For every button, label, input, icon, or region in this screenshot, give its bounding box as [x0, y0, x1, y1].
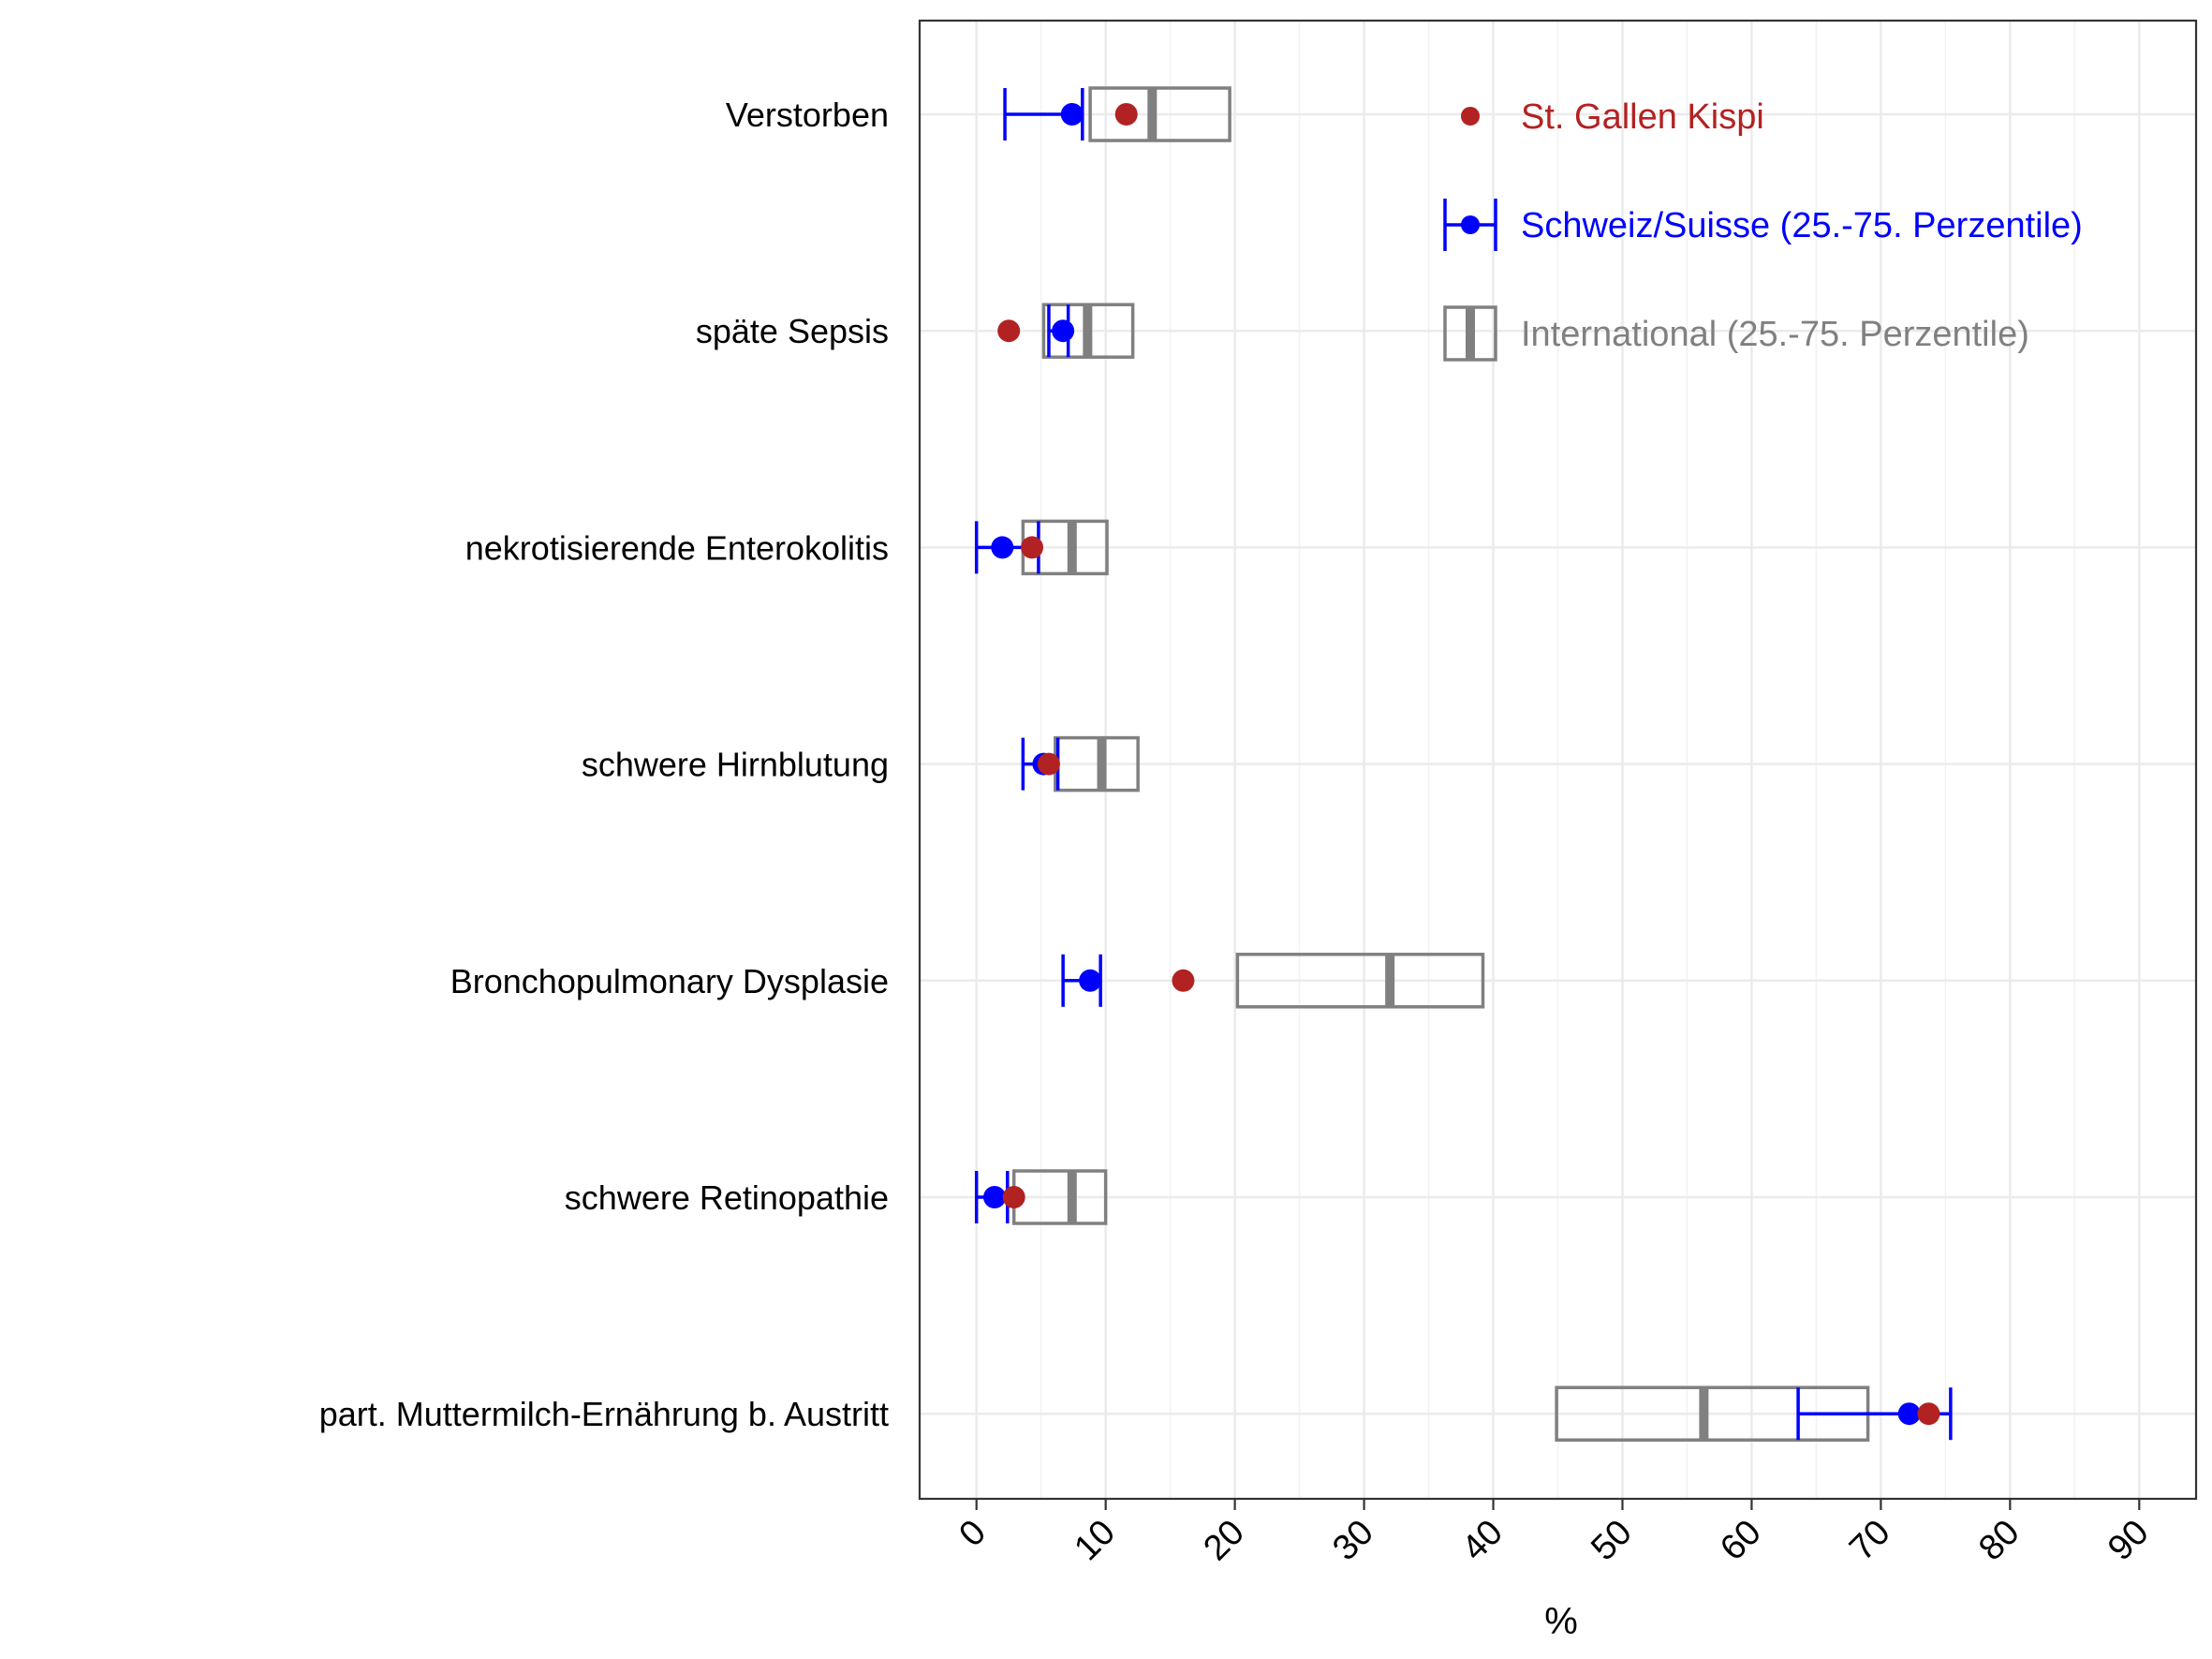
category-label: Bronchopulmonary Dysplasie: [450, 962, 889, 1000]
swiss-median-point: [1052, 319, 1075, 343]
swiss-median-point: [1060, 103, 1084, 126]
swiss-interval: [1047, 304, 1075, 358]
swiss-median-point: [1897, 1402, 1921, 1426]
x-tick-label: 90: [2101, 1513, 2157, 1569]
x-tick-label: 20: [1196, 1513, 1252, 1569]
y-axis-labels: Verstorben späte Sepsis nekrotisierende En…: [319, 96, 889, 1433]
swiss-interval: [1003, 88, 1084, 141]
local-point: [997, 319, 1021, 343]
x-tick-label: 30: [1325, 1513, 1381, 1569]
category-label: part. Muttermilch-Ernährung b. Austritt: [319, 1395, 889, 1433]
international-iqr-box: [1235, 953, 1485, 1009]
x-tick-label: 70: [1842, 1513, 1898, 1569]
swiss-median-point: [991, 536, 1014, 559]
legend-label: International (25.-75. Perzentile): [1521, 315, 2029, 354]
international-box: [1041, 303, 1135, 359]
x-tick-label: 50: [1584, 1513, 1640, 1569]
local-point: [1114, 103, 1138, 126]
local-point: [1002, 1186, 1025, 1208]
legend-item-international: International (25.-75. Perzentile): [1443, 305, 2029, 362]
local-point: [1172, 969, 1195, 992]
legend-label: St. Gallen Kispi: [1521, 97, 1764, 137]
swiss-median-point: [983, 1186, 1007, 1208]
legend-swiss-point: [1461, 215, 1480, 234]
legend-local-swatch: [1461, 107, 1480, 126]
category-label: schwere Retinopathie: [565, 1178, 889, 1217]
international-box: [1088, 86, 1231, 142]
category-label: schwere Hirnblutung: [582, 746, 889, 784]
x-tick-label: 60: [1713, 1513, 1769, 1569]
category-label: späte Sepsis: [696, 312, 889, 350]
swiss-median-point: [1079, 969, 1102, 992]
category-label: Verstorben: [726, 96, 889, 134]
local-point: [1037, 752, 1060, 776]
x-tick-label: 40: [1454, 1513, 1511, 1569]
category-label: nekrotisierende Enterokolitis: [465, 528, 889, 567]
legend-label: Schweiz/Suisse (25.-75. Perzentile): [1521, 206, 2083, 245]
x-axis: 0 10 20 30 40 50 60 70 80 90: [951, 1499, 2157, 1569]
international-iqr-box: [1088, 86, 1231, 142]
plot-border: [918, 19, 2198, 1501]
local-point: [1021, 536, 1044, 559]
x-tick-label: 10: [1067, 1513, 1123, 1569]
legend-item-swiss: Schweiz/Suisse (25.-75. Perzentile): [1443, 199, 2083, 251]
x-tick-label: 80: [1971, 1513, 2028, 1569]
international-box: [1235, 953, 1485, 1009]
legend-item-local: St. Gallen Kispi: [1461, 97, 1764, 137]
x-tick-label: 0: [951, 1513, 994, 1555]
x-axis-title: %: [1544, 1601, 1578, 1642]
legend: St. Gallen Kispi Schweiz/Suisse (25.-75. …: [1443, 97, 2083, 362]
local-point: [1917, 1402, 1940, 1426]
local-points: [997, 103, 1940, 1426]
swiss-interval: [1061, 954, 1102, 1007]
